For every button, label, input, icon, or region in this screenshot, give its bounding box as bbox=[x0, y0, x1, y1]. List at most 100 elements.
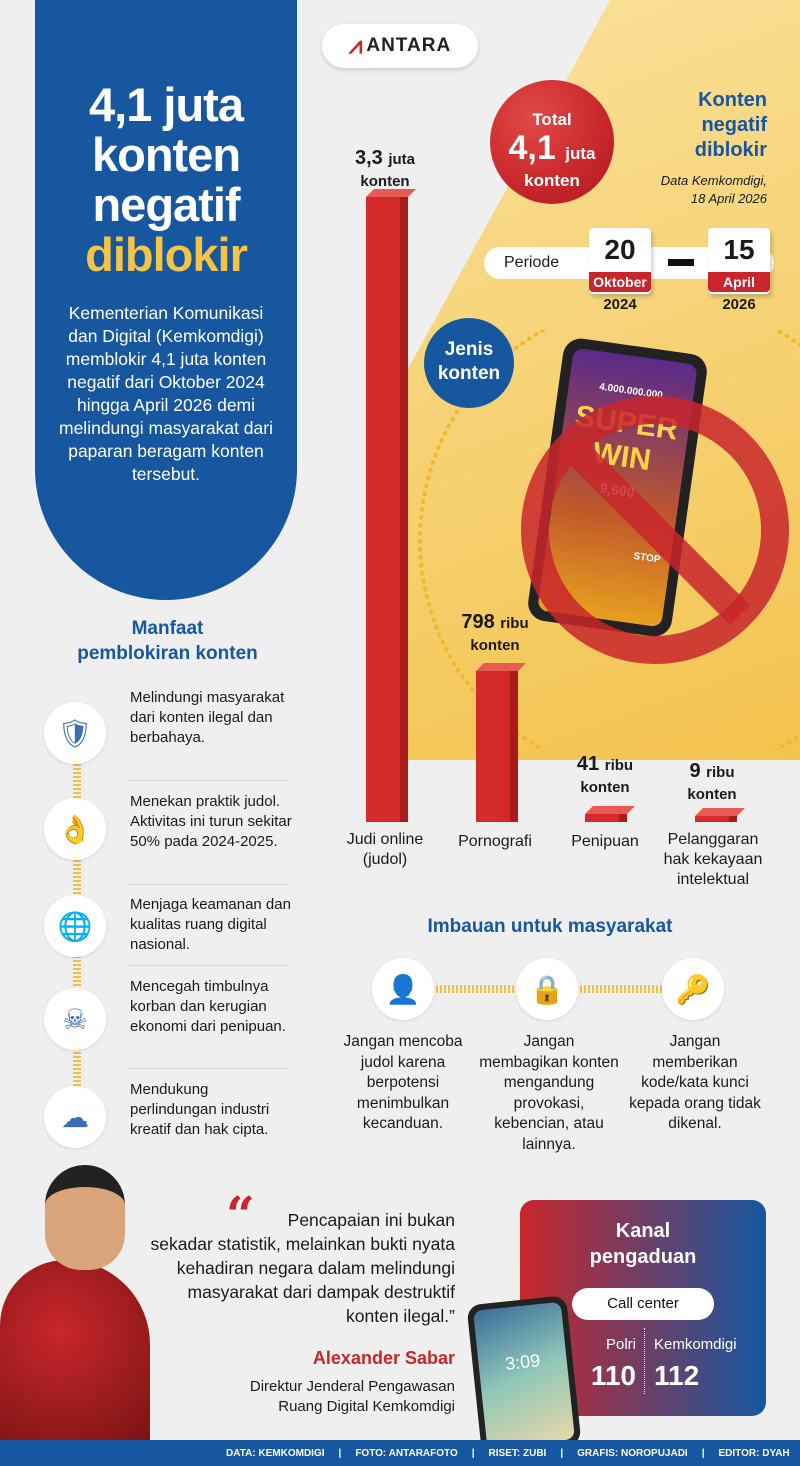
divider bbox=[130, 1068, 290, 1069]
benefit-text: Menekan praktik judol. Aktivitas ini tur… bbox=[130, 793, 292, 850]
shield-hand-icon: 🛡 bbox=[44, 702, 106, 764]
bar-hki bbox=[695, 816, 737, 822]
bar-top-hki bbox=[695, 808, 745, 816]
call-center-pill: Call center bbox=[572, 1288, 714, 1320]
category-label-pornografi: Pornografi bbox=[458, 833, 532, 850]
end-year: 2026 bbox=[722, 296, 756, 313]
side-title-line: negatif bbox=[701, 114, 767, 136]
manfaat-title-line: Manfaat bbox=[131, 618, 204, 639]
start-day: 20 bbox=[604, 234, 636, 265]
monitor-skull-icon: ☠ bbox=[44, 988, 106, 1050]
category-label-hki: Pelanggaran hak kekayaan intelektual bbox=[663, 831, 763, 888]
manfaat-title-line: pemblokiran konten bbox=[77, 643, 258, 664]
prohibition-icon bbox=[521, 396, 789, 664]
quote-mark-icon: “ bbox=[226, 1185, 255, 1244]
imbauan-heading: Imbauan untuk masyarakat bbox=[427, 916, 673, 937]
person-portrait bbox=[45, 1165, 125, 1270]
side-title-line: diblokir bbox=[694, 139, 767, 161]
divider bbox=[130, 965, 290, 966]
imbauan-text: Jangan memberikan kode/kata kunci kepada… bbox=[629, 1033, 761, 1132]
total-value: 4,1 bbox=[508, 129, 556, 167]
person-laptop-icon: 👤 bbox=[372, 958, 434, 1020]
benefit-text: Mencegah timbulnya korban dan kerugian e… bbox=[130, 978, 286, 1035]
credits-footer: DATA: KEMKOMDIGI | FOTO: ANTARAFOTO | RISE… bbox=[0, 1440, 800, 1466]
kanal-title-line: pengaduan bbox=[589, 1246, 697, 1268]
left-title-panel bbox=[35, 0, 297, 600]
quote-role: Direktur Jenderal Pengawasan Ruang Digita… bbox=[180, 1377, 455, 1417]
smartphone-illustration: 3:09 bbox=[466, 1295, 582, 1455]
bar-pornografi bbox=[476, 670, 518, 822]
bar-top-pornografi bbox=[476, 662, 526, 671]
credit-editor: EDITOR: DYAH bbox=[718, 1447, 790, 1459]
credit-riset: RISET: ZUBI bbox=[488, 1447, 547, 1459]
role-line: Ruang Digital Kemkomdigi bbox=[278, 1398, 455, 1415]
value-label-hki: 9 ribu konten bbox=[687, 760, 737, 804]
total-suffix: konten bbox=[524, 171, 580, 190]
source-line: Data Kemkomdigi, bbox=[660, 173, 767, 188]
separator: | bbox=[471, 1447, 475, 1459]
separator: | bbox=[701, 1447, 705, 1459]
value-label-pornografi: 798 ribu konten bbox=[461, 611, 529, 655]
side-title: Konten negatif diblokir bbox=[630, 88, 767, 163]
date-dash bbox=[668, 259, 694, 266]
total-unit: juta bbox=[565, 144, 596, 163]
antara-logo: ⩘ ANTARA bbox=[322, 24, 478, 68]
data-source: Data Kemkomdigi, 18 April 2026 bbox=[600, 172, 767, 208]
jenis-line: konten bbox=[437, 363, 501, 384]
person-shirt bbox=[0, 1260, 150, 1440]
category-label-penipuan: Penipuan bbox=[571, 833, 639, 850]
role-line: Direktur Jenderal Pengawasan bbox=[249, 1378, 455, 1395]
credit-foto: FOTO: ANTARAFOTO bbox=[355, 1447, 458, 1459]
imbauan-text: Jangan membagikan konten mengandung prov… bbox=[479, 1033, 619, 1153]
divider bbox=[130, 884, 290, 885]
title-line-1: 4,1 juta bbox=[89, 78, 244, 131]
side-title-line: Konten bbox=[698, 89, 767, 111]
value-label-penipuan: 41 ribu konten bbox=[576, 753, 634, 797]
benefit-text: Menjaga keamanan dan kualitas ruang digi… bbox=[130, 896, 291, 953]
hand-coin-icon: 👌 bbox=[44, 798, 106, 860]
antara-logo-mark-icon: ⩘ bbox=[348, 32, 363, 59]
key-password-icon: 🔑 bbox=[662, 958, 724, 1020]
kemkomdigi-label: Kemkomdigi bbox=[654, 1336, 737, 1353]
kanal-title-line: Kanal bbox=[615, 1220, 671, 1242]
credit-grafis: GRAFIS: NOROPUJADI bbox=[577, 1447, 688, 1459]
monitor-globe-lock-icon: 🌐 bbox=[44, 895, 106, 957]
category-label-judol: Judi online (judol) bbox=[346, 831, 424, 868]
kemkomdigi-number: 112 bbox=[654, 1360, 700, 1391]
separator: | bbox=[560, 1447, 564, 1459]
bar-judol bbox=[366, 197, 408, 822]
title-line-4: diblokir bbox=[85, 228, 248, 281]
bar-penipuan bbox=[585, 814, 627, 822]
phone-lock-icon: 🔒 bbox=[516, 958, 578, 1020]
dotted-arc bbox=[418, 330, 800, 750]
separator: | bbox=[338, 1447, 342, 1459]
quote-author: Alexander Sabar bbox=[312, 1348, 455, 1368]
cloud-media-icon: ☁ bbox=[44, 1086, 106, 1148]
credit-data: DATA: KEMKOMDIGI bbox=[226, 1447, 325, 1459]
benefit-text: Mendukung perlindungan industri kreatif … bbox=[130, 1081, 270, 1138]
jenis-line: Jenis bbox=[444, 339, 494, 360]
end-day: 15 bbox=[723, 234, 755, 265]
end-date-calendar: 15 April bbox=[708, 228, 770, 294]
value-label-judol: 3,3 juta konten bbox=[354, 147, 416, 191]
end-month: April bbox=[708, 272, 770, 292]
intro-text: Kementerian Komunikasi dan Digital (Kemk… bbox=[59, 303, 273, 484]
source-line: 18 April 2026 bbox=[690, 191, 767, 206]
start-month: Oktober bbox=[589, 272, 651, 292]
start-date-calendar: 20 Oktober bbox=[589, 228, 651, 294]
jenis-konten-badge: Jenis konten bbox=[424, 318, 514, 408]
divider bbox=[130, 780, 290, 781]
phone-clock: 3:09 bbox=[473, 1301, 575, 1449]
start-year: 2024 bbox=[603, 296, 637, 313]
divider bbox=[644, 1328, 645, 1394]
bar-top-penipuan bbox=[585, 806, 635, 815]
logo-text: ANTARA bbox=[366, 35, 452, 56]
manfaat-heading: Manfaat pemblokiran konten bbox=[35, 616, 300, 666]
total-label: Total bbox=[532, 110, 572, 129]
polri-label: Polri bbox=[605, 1336, 636, 1353]
benefit-text: Melindungi masyarakat dari konten ilegal… bbox=[130, 689, 285, 746]
title-line-2: konten bbox=[91, 128, 241, 181]
periode-label: Periode bbox=[504, 254, 560, 271]
title-line-3: negatif bbox=[92, 178, 240, 231]
total-badge: Total 4,1 juta konten bbox=[490, 80, 614, 204]
